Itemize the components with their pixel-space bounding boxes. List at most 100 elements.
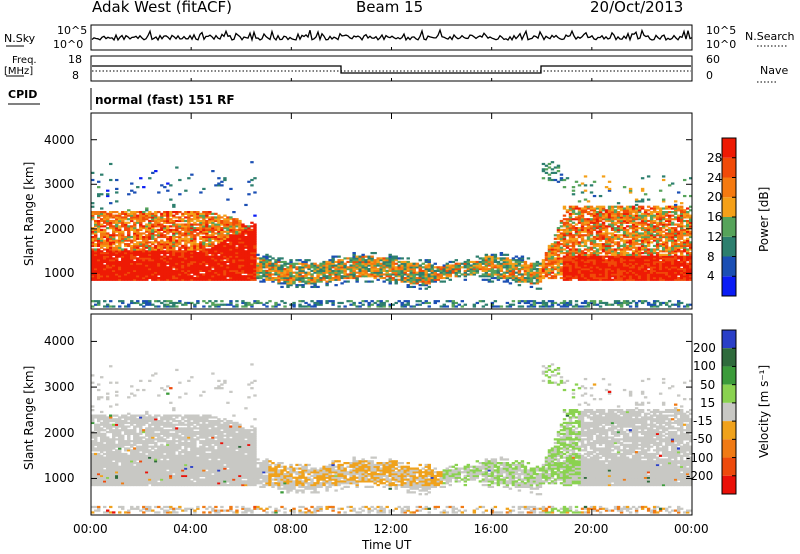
power-cell	[205, 227, 209, 230]
power-cell	[250, 228, 254, 231]
power-cell	[145, 269, 149, 272]
power-cell	[574, 269, 579, 272]
power-cell	[355, 268, 359, 271]
power-cell	[421, 266, 425, 269]
power-cell	[637, 257, 642, 260]
power-cell	[157, 276, 161, 280]
power-cell	[544, 301, 549, 305]
power-cell	[616, 234, 621, 237]
power-cell	[97, 278, 101, 281]
power-cell	[115, 266, 119, 269]
power-cell	[295, 284, 299, 287]
power-cell	[211, 271, 215, 274]
power-cell	[169, 221, 173, 224]
power-cell	[193, 269, 197, 272]
power-cell	[640, 207, 645, 210]
power-cell	[601, 209, 606, 212]
power-cell	[232, 257, 236, 260]
power-cell	[133, 248, 137, 251]
power-cell	[376, 260, 380, 264]
power-cell	[310, 280, 314, 283]
power-cell	[664, 250, 669, 253]
power-cell	[175, 166, 179, 169]
power-cell	[625, 234, 630, 237]
power-cell	[568, 237, 573, 240]
power-cell	[184, 219, 188, 223]
power-cell	[628, 253, 633, 256]
power-cell	[652, 262, 657, 265]
power-cell	[184, 230, 188, 233]
power-cell	[211, 262, 215, 265]
power-cell	[220, 234, 224, 237]
power-cell	[646, 237, 651, 240]
power-cell	[631, 244, 636, 248]
power-cell	[403, 278, 407, 281]
power-cell	[235, 260, 239, 264]
power-cell	[490, 266, 495, 269]
power-cell	[604, 276, 609, 280]
power-cell	[124, 227, 128, 230]
power-cell	[136, 211, 140, 214]
power-cell	[244, 244, 248, 248]
power-cell	[178, 276, 182, 280]
power-cell	[304, 260, 308, 264]
power-cell	[568, 251, 573, 255]
power-cell	[325, 260, 329, 264]
power-cell	[649, 260, 654, 264]
power-cell	[658, 278, 663, 281]
power-cell	[250, 230, 254, 233]
power-cell	[652, 260, 657, 264]
power-cell	[316, 276, 320, 280]
power-cell	[529, 275, 534, 278]
power-cell	[649, 303, 654, 306]
power-cell	[322, 268, 326, 271]
power-cell	[184, 227, 188, 230]
power-cell	[583, 253, 588, 256]
power-cell	[313, 266, 317, 269]
power-cell	[541, 301, 546, 305]
power-cell	[385, 259, 389, 262]
power-cell	[625, 257, 630, 260]
power-cell	[589, 228, 594, 231]
power-cell	[451, 268, 456, 271]
power-cell	[205, 214, 209, 217]
power-cell	[331, 269, 335, 272]
power-cell	[571, 227, 576, 230]
power-cell	[604, 214, 609, 217]
power-cell	[133, 211, 137, 214]
power-cell	[478, 275, 483, 278]
power-cell	[625, 264, 630, 267]
power-cell	[172, 241, 176, 244]
power-cell	[238, 276, 242, 280]
power-cell	[568, 241, 573, 244]
power-cell	[94, 303, 98, 306]
power-cell	[643, 255, 648, 258]
power-cell	[658, 237, 663, 240]
power-cell	[148, 246, 152, 249]
power-cell	[229, 239, 233, 242]
power-cell	[439, 276, 443, 280]
power-cell	[637, 223, 642, 226]
power-cell	[217, 250, 221, 253]
power-cell	[490, 269, 495, 272]
power-cell	[562, 221, 567, 224]
power-cell	[565, 232, 570, 235]
power-cell	[241, 230, 245, 233]
power-cell	[277, 276, 281, 280]
power-cell	[235, 243, 239, 246]
power-cell	[241, 253, 245, 256]
power-cell	[676, 266, 681, 269]
power-cell	[352, 271, 356, 274]
power-cell	[151, 257, 155, 260]
power-cell	[214, 248, 218, 251]
power-cell	[217, 218, 221, 221]
power-cell	[550, 268, 555, 271]
power-cell	[133, 273, 137, 276]
power-cell	[280, 271, 284, 274]
power-cell	[364, 273, 368, 276]
power-cell	[121, 234, 125, 237]
power-cell	[157, 248, 161, 251]
power-cell	[109, 219, 113, 223]
power-cell	[583, 218, 588, 221]
